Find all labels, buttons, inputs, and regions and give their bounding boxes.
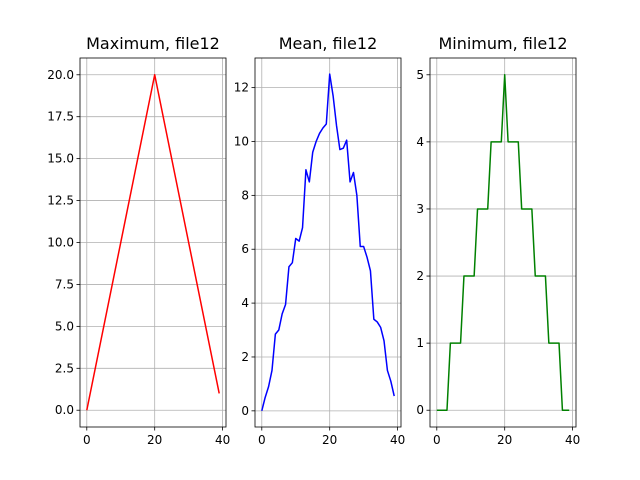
min-ytick-label-1: 1 — [416, 336, 424, 350]
max-ytick-label-7: 17.5 — [47, 110, 74, 124]
mean-series-line — [261, 73, 395, 412]
min-chart-panel: Minimum, file12 0 20 40 0 1 2 3 4 5 — [416, 34, 580, 447]
mean-ytick-label-3: 6 — [241, 242, 249, 256]
max-xtick-label-0: 0 — [83, 433, 91, 447]
mean-chart-title: Mean, file12 — [279, 34, 378, 53]
max-ytick-label-5: 12.5 — [47, 194, 74, 208]
max-ytick-label-2: 5.0 — [55, 319, 74, 333]
mean-chart-panel: Mean, file12 0 20 40 0 2 4 6 8 10 12 — [234, 34, 406, 447]
min-ytick-label-0: 0 — [416, 403, 424, 417]
max-xtick-label-1: 20 — [147, 433, 162, 447]
min-ytick-label-2: 2 — [416, 269, 424, 283]
mean-chart-grid — [255, 58, 401, 427]
max-chart-title: Maximum, file12 — [86, 34, 220, 53]
mean-ytick-label-6: 12 — [234, 81, 249, 95]
max-series-line — [86, 74, 220, 411]
max-ytick-label-0: 0.0 — [55, 403, 74, 417]
max-xtick-label-2: 40 — [215, 433, 230, 447]
max-chart-grid — [80, 58, 226, 427]
min-ytick-label-4: 4 — [416, 135, 424, 149]
min-xtick-label-0: 0 — [433, 433, 441, 447]
max-chart-ticks: 0 20 40 0.0 2.5 5.0 7.5 10.0 12.5 15.0 17.5 20.0 — [47, 68, 230, 447]
mean-ytick-label-0: 0 — [241, 404, 249, 418]
min-series-line — [436, 74, 570, 411]
min-ytick-label-5: 5 — [416, 68, 424, 82]
mean-ytick-label-2: 4 — [241, 296, 249, 310]
min-chart-grid — [430, 58, 576, 427]
max-ytick-label-6: 15.0 — [47, 152, 74, 166]
mean-xtick-label-2: 40 — [390, 433, 405, 447]
min-xtick-label-1: 20 — [497, 433, 512, 447]
max-ytick-label-1: 2.5 — [55, 361, 74, 375]
min-chart-axes — [429, 57, 577, 428]
max-ytick-label-3: 7.5 — [55, 277, 74, 291]
mean-ytick-label-1: 2 — [241, 350, 249, 364]
max-ytick-label-4: 10.0 — [47, 236, 74, 250]
min-ytick-label-3: 3 — [416, 202, 424, 216]
min-xtick-label-2: 40 — [565, 433, 580, 447]
max-chart-panel: Maximum, file12 0 20 40 0.0 2.5 5.0 7.5 10.0 12.… — [47, 34, 230, 447]
max-ytick-label-8: 20.0 — [47, 68, 74, 82]
mean-xtick-label-0: 0 — [258, 433, 266, 447]
min-chart-ticks: 0 20 40 0 1 2 3 4 5 — [416, 68, 580, 447]
mean-ytick-label-5: 10 — [234, 134, 249, 148]
mean-chart-ticks: 0 20 40 0 2 4 6 8 10 12 — [234, 81, 406, 447]
mean-ytick-label-4: 8 — [241, 188, 249, 202]
mean-xtick-label-1: 20 — [322, 433, 337, 447]
max-chart-series — [86, 74, 220, 411]
min-chart-series — [436, 74, 570, 411]
mean-chart-axes — [254, 57, 402, 428]
min-chart-title: Minimum, file12 — [438, 34, 567, 53]
mean-chart-series — [261, 73, 395, 412]
